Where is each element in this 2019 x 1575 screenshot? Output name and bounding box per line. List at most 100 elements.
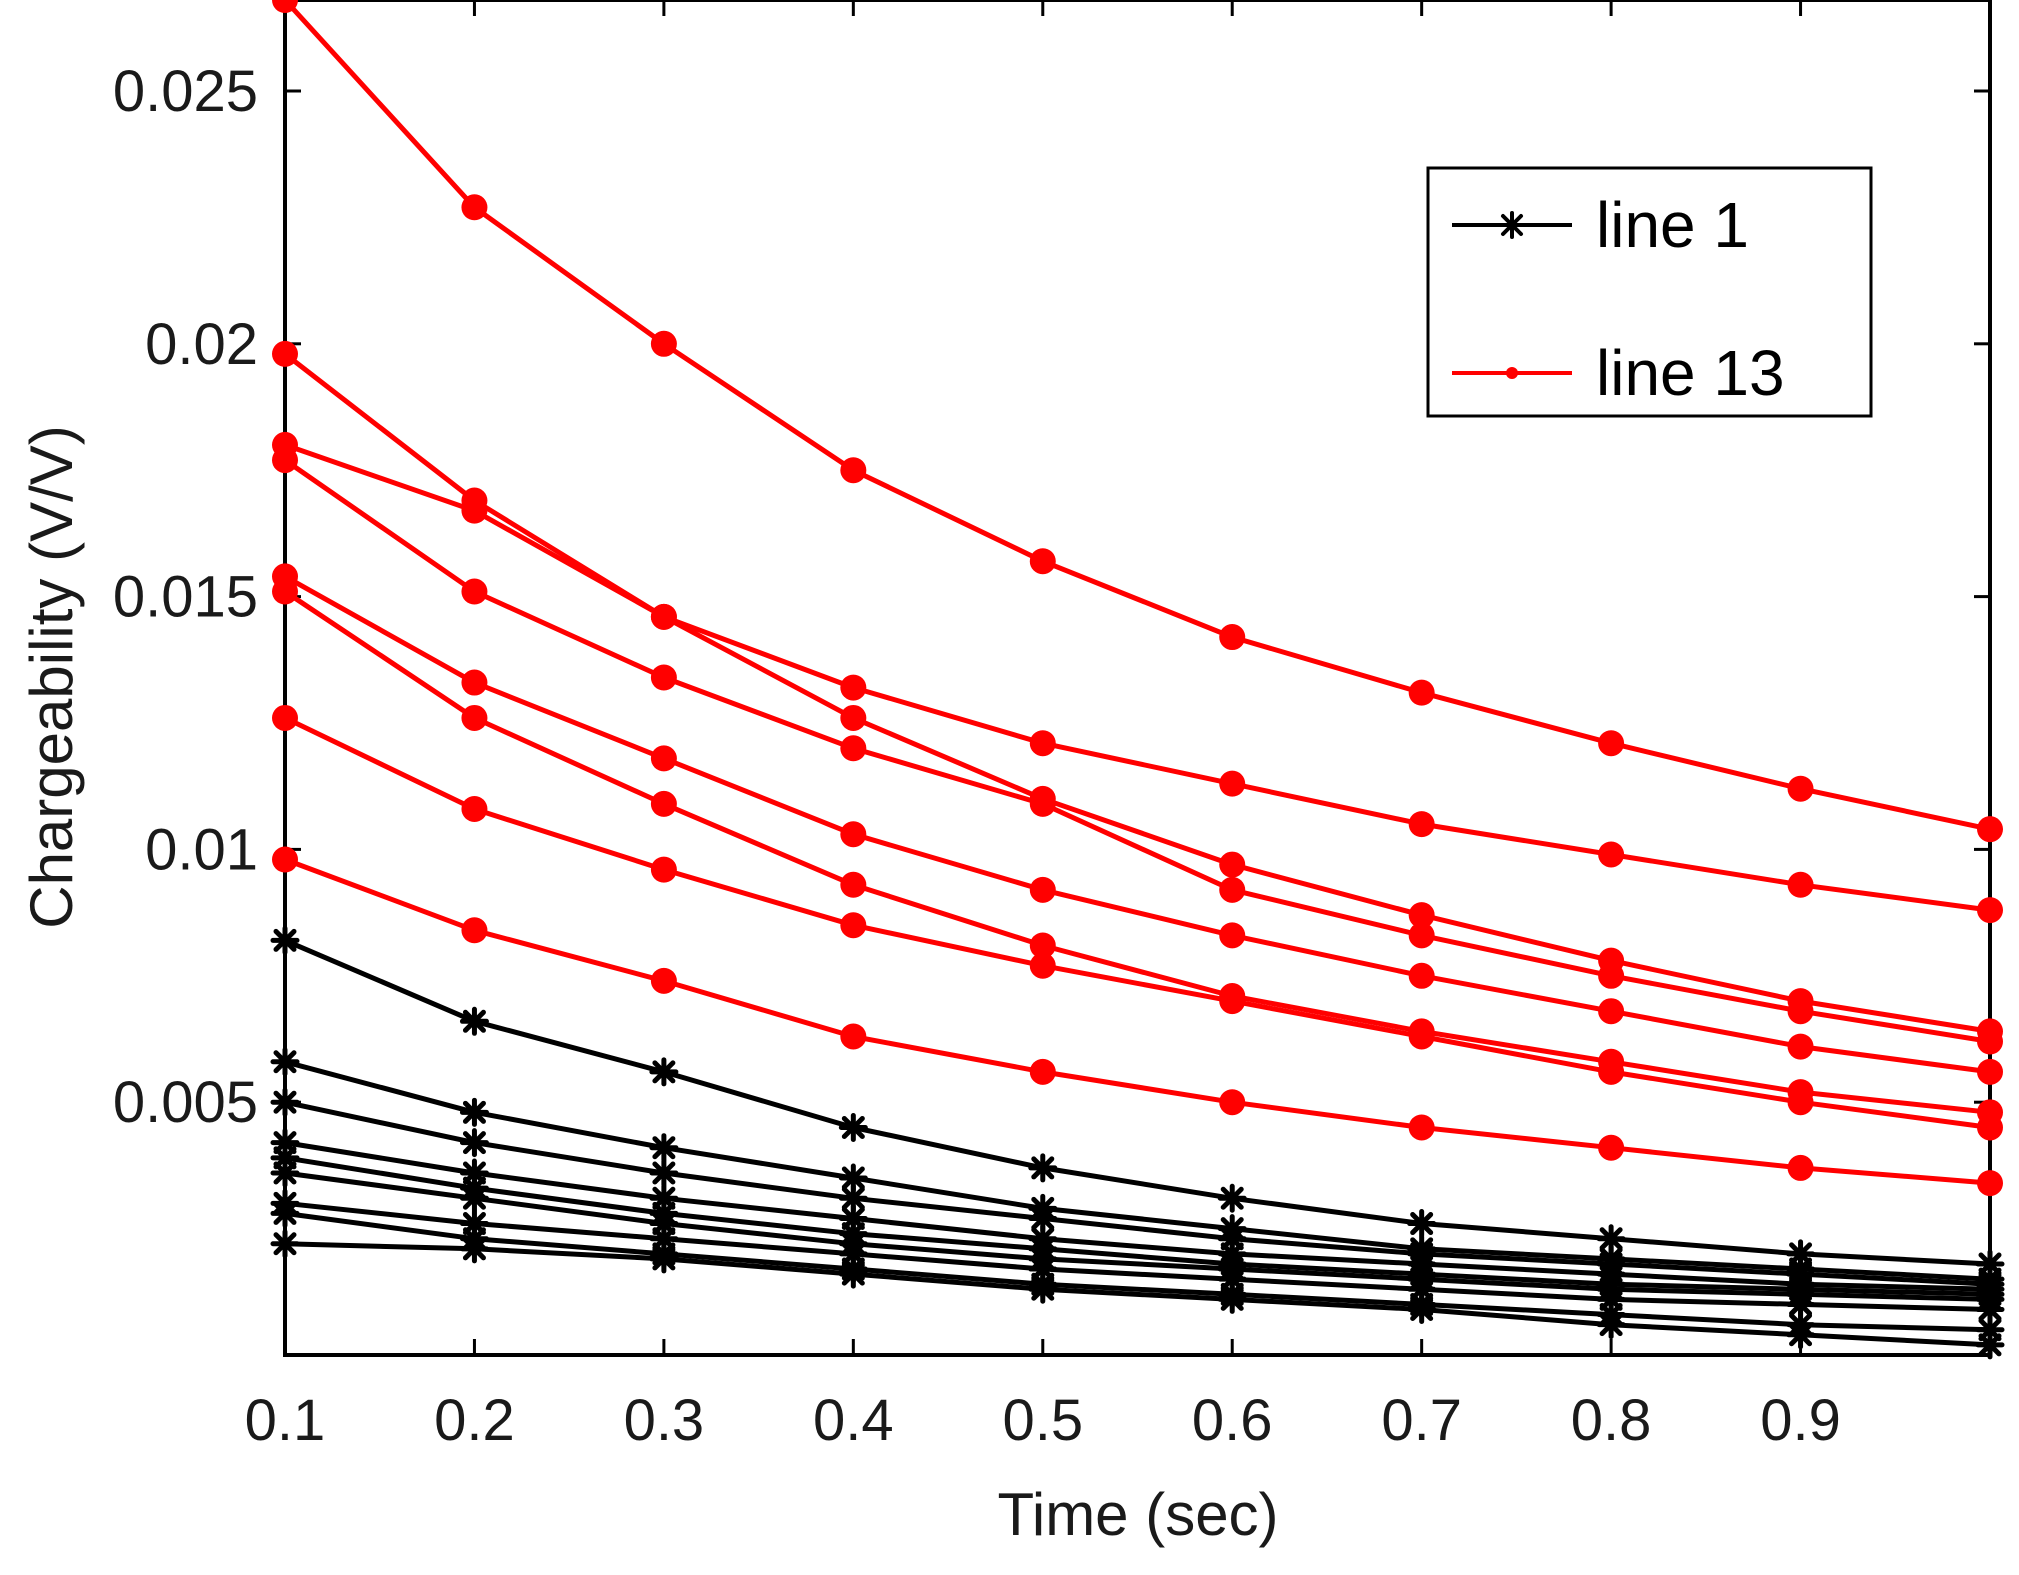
data-point-dot xyxy=(650,330,677,357)
series-line xyxy=(284,1099,1991,1287)
data-point-dot xyxy=(1219,988,1246,1015)
series-layer xyxy=(270,0,2005,1360)
data-point-dot xyxy=(1029,932,1056,959)
data-point-dot xyxy=(1029,1058,1056,1085)
data-point-dot xyxy=(1408,902,1435,929)
data-point-asterisk xyxy=(649,1133,679,1163)
series-line-13-1 xyxy=(272,340,2003,1045)
data-point-asterisk xyxy=(838,1259,868,1289)
data-point-dot xyxy=(1408,1023,1435,1050)
series-line xyxy=(283,0,1991,832)
data-point-asterisk xyxy=(1028,1153,1058,1183)
series-line xyxy=(284,1155,1991,1297)
series-line-13-6 xyxy=(272,704,2003,1141)
data-point-dot xyxy=(650,967,677,994)
data-point-asterisk xyxy=(1975,1330,2005,1360)
data-point-dot xyxy=(1029,952,1056,979)
x-tick-label: 0.5 xyxy=(1002,1388,1083,1453)
data-point-dot xyxy=(1029,548,1056,575)
data-point-dot xyxy=(272,447,298,474)
series-line-13-3 xyxy=(272,447,2003,1055)
data-point-dot xyxy=(1787,775,1814,802)
series-line-13-0 xyxy=(272,0,2003,843)
data-point-dot xyxy=(840,912,867,939)
x-tick-label: 0.1 xyxy=(245,1388,326,1453)
data-point-dot xyxy=(840,735,867,762)
series-line-13-7 xyxy=(272,846,2003,1197)
legend-line-13-marker xyxy=(1506,367,1518,379)
data-point-asterisk xyxy=(649,1057,679,1087)
legend-line-1-label: line 1 xyxy=(1596,189,1749,261)
data-point-dot xyxy=(272,0,298,13)
tick-labels: 0.1 0.2 0.3 0.4 0.5 0.6 0.7 0.8 0.9 0.005 0.01 0.01… xyxy=(113,59,1841,1453)
data-point-asterisk xyxy=(1407,1209,1437,1239)
data-point-dot xyxy=(1787,1033,1814,1060)
series-line-1-16 xyxy=(270,1229,2005,1360)
y-axis-label: Chargeability (V/V) xyxy=(18,425,85,929)
data-point-dot xyxy=(272,846,298,873)
data-point-asterisk xyxy=(459,1183,489,1213)
data-point-dot xyxy=(840,871,867,898)
series-line xyxy=(284,442,1991,913)
data-point-dot xyxy=(650,745,677,772)
data-point-dot xyxy=(1408,679,1435,706)
data-point-dot xyxy=(461,497,488,524)
data-point-dot xyxy=(461,795,488,822)
data-point-asterisk xyxy=(270,1087,300,1117)
data-point-asterisk xyxy=(459,1006,489,1036)
data-point-asterisk xyxy=(270,1158,300,1188)
data-point-dot xyxy=(1598,841,1625,868)
x-tick-label: 0.3 xyxy=(624,1388,705,1453)
x-tick-label: 0.8 xyxy=(1571,1388,1652,1453)
data-point-dot xyxy=(272,578,298,605)
data-point-asterisk xyxy=(459,1128,489,1158)
data-point-dot xyxy=(461,704,488,731)
y-tick-label: 0.005 xyxy=(113,1070,258,1135)
series-line xyxy=(283,458,1991,1044)
data-point-dot xyxy=(1219,922,1246,949)
data-point-dot xyxy=(1598,730,1625,757)
data-point-dot xyxy=(1029,876,1056,903)
data-point-dot xyxy=(1598,1058,1625,1085)
data-point-asterisk xyxy=(270,1198,300,1228)
data-point-dot xyxy=(461,194,488,221)
data-point-dot xyxy=(840,704,867,731)
y-tick-label: 0.015 xyxy=(113,565,258,630)
series-line xyxy=(284,1170,1991,1302)
data-point-dot xyxy=(461,917,488,944)
data-point-asterisk xyxy=(1786,1289,1816,1319)
axes-frame xyxy=(283,0,1992,1357)
series-line xyxy=(283,574,1991,1075)
data-point-dot xyxy=(650,790,677,817)
data-point-dot xyxy=(1029,790,1056,817)
series-line-13-5 xyxy=(272,578,2003,1126)
data-point-asterisk xyxy=(270,1047,300,1077)
legend-line-1-marker xyxy=(1498,211,1526,239)
series-line xyxy=(283,589,1991,1115)
series-line xyxy=(283,715,1991,1130)
data-point-asterisk xyxy=(1786,1320,1816,1350)
data-point-dot xyxy=(840,457,867,484)
data-point-dot xyxy=(1977,816,2003,843)
data-point-dot xyxy=(272,704,298,731)
data-point-dot xyxy=(840,821,867,848)
x-tick-label: 0.9 xyxy=(1760,1388,1841,1453)
data-point-dot xyxy=(272,340,298,367)
data-point-dot xyxy=(1977,1170,2003,1197)
data-point-dot xyxy=(1029,730,1056,757)
data-point-asterisk xyxy=(459,1097,489,1127)
y-tick-label: 0.02 xyxy=(145,312,258,377)
data-point-dot xyxy=(461,669,488,696)
x-tick-label: 0.6 xyxy=(1192,1388,1273,1453)
data-point-dot xyxy=(1787,998,1814,1025)
data-point-dot xyxy=(1408,1114,1435,1141)
data-point-dot xyxy=(1977,897,2003,924)
y-tick-label: 0.025 xyxy=(113,59,258,124)
y-tick-label: 0.01 xyxy=(145,817,258,882)
data-point-dot xyxy=(1787,1154,1814,1181)
series-line-1-8 xyxy=(270,925,2005,1279)
data-point-dot xyxy=(1219,876,1246,903)
x-tick-label: 0.2 xyxy=(434,1388,515,1453)
data-point-dot xyxy=(461,578,488,605)
